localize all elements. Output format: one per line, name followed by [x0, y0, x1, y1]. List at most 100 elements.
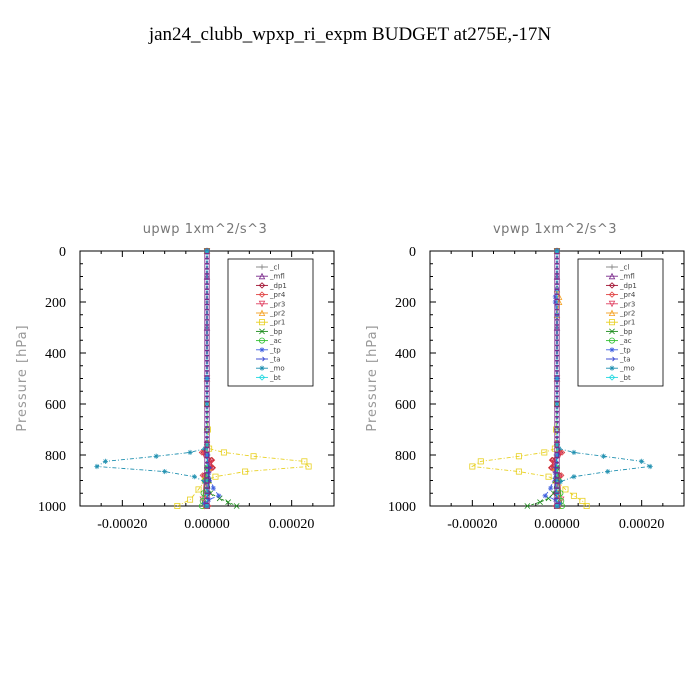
data-point: [102, 458, 108, 464]
y-tick-label: 1000: [38, 500, 66, 515]
series-pr1: [469, 247, 590, 509]
legend-label: _mfl: [269, 273, 285, 281]
data-point: [515, 453, 522, 460]
data-point: [203, 502, 211, 510]
data-point: [605, 468, 611, 475]
data-point: [162, 468, 168, 475]
data-point: [554, 329, 560, 336]
legend-marker: [609, 356, 616, 362]
x-tick-label: 0.00000: [184, 517, 230, 532]
zero-axis-markers: [554, 248, 560, 509]
legend-label: _bt: [619, 374, 631, 382]
data-point: [554, 278, 560, 285]
data-point: [537, 499, 543, 506]
data-point: [204, 324, 210, 331]
data-point: [204, 248, 210, 254]
data-point: [204, 335, 210, 341]
data-point: [554, 493, 560, 499]
data-point: [477, 458, 484, 465]
data-point: [210, 485, 216, 491]
x-tick-label: 0.00020: [269, 517, 315, 532]
legend-marker: [609, 328, 615, 335]
data-point: [554, 421, 560, 428]
data-point: [554, 482, 560, 489]
data-point: [233, 503, 240, 509]
data-point: [204, 437, 210, 443]
data-point: [515, 468, 522, 475]
data-point: [204, 401, 210, 407]
data-point: [204, 396, 210, 402]
y-axis-label: Pressure [hPa]: [365, 324, 380, 431]
data-point: [204, 447, 210, 453]
data-point: [250, 453, 257, 460]
legend-marker: [258, 291, 266, 298]
legend-marker: [609, 347, 615, 353]
data-point: [204, 431, 210, 438]
zero-axis-markers: [204, 248, 210, 509]
data-point: [554, 370, 560, 377]
legend-marker: [259, 356, 266, 362]
data-point: [204, 421, 210, 428]
data-point: [187, 496, 194, 503]
data-point: [554, 431, 560, 438]
x-tick-label: 0.00000: [534, 517, 580, 532]
data-point: [524, 503, 531, 509]
data-point: [216, 493, 222, 499]
legend-label: _bp: [269, 328, 283, 336]
data-point: [600, 453, 607, 459]
data-point: [204, 370, 210, 377]
data-point: [554, 365, 560, 371]
legend-marker: [609, 264, 615, 270]
data-point: [554, 488, 560, 494]
data-point: [548, 485, 554, 491]
data-point: [554, 340, 560, 346]
data-point: [554, 498, 560, 504]
data-point: [547, 464, 555, 471]
panel-title: upwp 1xm^2/s^3: [143, 222, 268, 237]
y-tick-label: 400: [45, 347, 66, 362]
legend-marker: [608, 291, 616, 298]
data-point: [301, 458, 308, 465]
y-axis-label: Pressure [hPa]: [15, 324, 30, 431]
data-point: [554, 299, 560, 305]
series-line: [470, 251, 587, 507]
data-point: [153, 453, 159, 459]
data-point: [204, 278, 210, 285]
data-point: [204, 375, 210, 382]
legend-marker: [258, 309, 266, 316]
legend: _cl_mfl_dp1_pr4_pr3_pr2_pr1_bp_ac_tp_ta_…: [577, 258, 664, 387]
legend-label: _mfl: [619, 273, 635, 281]
data-point: [220, 449, 227, 456]
y-tick-label: 800: [45, 449, 66, 464]
data-point: [554, 319, 560, 326]
data-point: [554, 380, 560, 387]
data-point: [554, 324, 560, 331]
legend-marker: [609, 365, 615, 371]
data-point: [579, 497, 586, 504]
data-point: [553, 502, 561, 510]
legend-label: _tp: [269, 346, 281, 354]
legend-marker: [259, 347, 265, 353]
legend-label: _dp1: [269, 282, 287, 290]
legend-marker: [259, 328, 265, 335]
legend-label: _bt: [269, 374, 281, 382]
legend-label: _pr2: [269, 310, 285, 318]
y-tick-label: 200: [395, 296, 416, 311]
data-point: [204, 329, 210, 336]
data-point: [554, 396, 560, 402]
data-point: [204, 365, 210, 371]
data-point: [557, 479, 563, 485]
y-tick-label: 600: [395, 398, 416, 413]
y-tick-label: 800: [395, 449, 416, 464]
data-point: [552, 294, 558, 300]
data-point: [554, 477, 560, 484]
data-point: [554, 452, 560, 458]
y-tick-label: 400: [395, 347, 416, 362]
legend-marker: [608, 374, 616, 381]
data-point: [204, 268, 210, 275]
legend-box: [577, 258, 664, 387]
legend-marker: [258, 374, 266, 381]
data-point: [204, 314, 210, 320]
legend-marker: [259, 264, 265, 270]
